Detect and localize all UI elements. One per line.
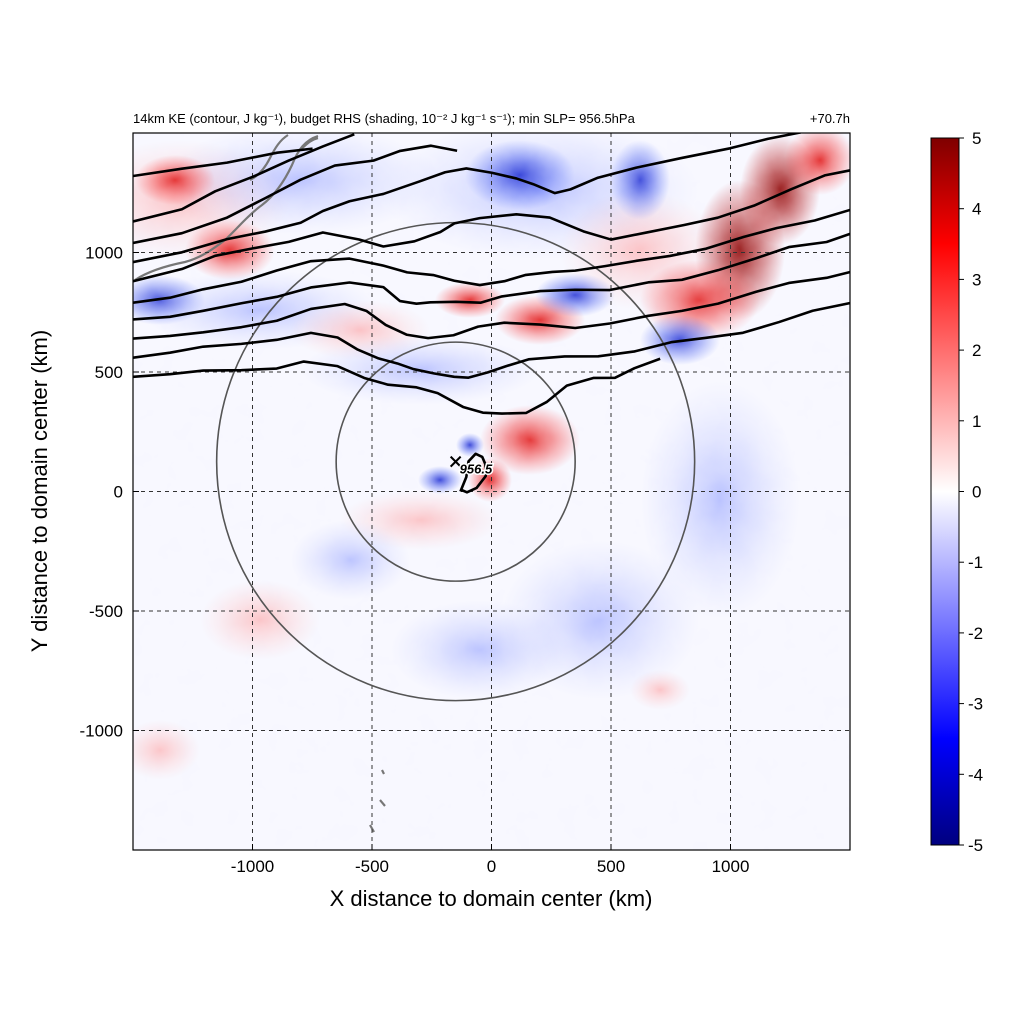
plot-area: 956.5 xyxy=(133,133,850,850)
y-tick-label: -1000 xyxy=(80,722,123,741)
ke-contour xyxy=(133,133,802,264)
colorbar-tick-label: 4 xyxy=(972,200,981,219)
x-tick-label: 1000 xyxy=(712,857,750,876)
y-tick-label: 0 xyxy=(114,483,123,502)
y-axis-label: Y distance to domain center (km) xyxy=(27,330,52,652)
ke-contour xyxy=(133,147,313,178)
ke-contour xyxy=(133,169,850,283)
chart-title: 14km KE (contour, J kg⁻¹), budget RHS (s… xyxy=(133,111,636,126)
ke-contour xyxy=(133,144,458,245)
x-axis: -1000 -500 0 500 1000 xyxy=(231,844,750,876)
x-tick-label: -500 xyxy=(355,857,389,876)
time-label: +70.7h xyxy=(810,111,850,126)
ke-contours xyxy=(133,133,850,494)
y-axis: 1000 500 0 -500 -1000 xyxy=(80,244,139,741)
ke-contour xyxy=(133,208,850,304)
colorbar-tick-label: -5 xyxy=(968,836,983,855)
shading-texture xyxy=(133,133,850,850)
colorbar-tick-label: 5 xyxy=(972,129,981,148)
ke-contour xyxy=(133,133,355,223)
x-tick-label: -1000 xyxy=(231,857,274,876)
colorbar-tick-label: -1 xyxy=(968,553,983,572)
colorbar-tick-label: -3 xyxy=(968,695,983,714)
range-ring xyxy=(335,341,576,582)
colorbar-tick-label: -2 xyxy=(968,624,983,643)
y-tick-label: 1000 xyxy=(85,244,123,263)
colorbar-gradient xyxy=(930,137,960,846)
storm-marker: 956.5 xyxy=(449,455,494,478)
colorbar-ticks: 5 4 3 2 1 0 -1 -2 -3 -4 -5 xyxy=(959,129,983,855)
colorbar-tick-label: 0 xyxy=(972,483,981,502)
storm-center-x xyxy=(449,455,462,468)
colorbar-tick-label: 3 xyxy=(972,270,981,289)
ke-contour xyxy=(133,232,850,321)
ke-contour xyxy=(459,452,488,494)
colorbar-tick-label: 2 xyxy=(972,341,981,360)
colorbar-tick-label: -4 xyxy=(968,765,983,784)
x-tick-label: 0 xyxy=(487,857,496,876)
x-tick-label: 500 xyxy=(597,857,625,876)
ke-contour xyxy=(133,357,661,415)
y-tick-label: -500 xyxy=(89,602,123,621)
colorbar-tick-label: 1 xyxy=(972,412,981,431)
x-axis-label: X distance to domain center (km) xyxy=(330,886,653,911)
min-slp-label: 956.5 xyxy=(460,462,493,477)
ke-contour xyxy=(133,301,850,379)
y-tick-label: 500 xyxy=(95,363,123,382)
ke-contour xyxy=(133,270,850,340)
colorbar: 5 4 3 2 1 0 -1 -2 -3 -4 -5 xyxy=(930,129,983,855)
